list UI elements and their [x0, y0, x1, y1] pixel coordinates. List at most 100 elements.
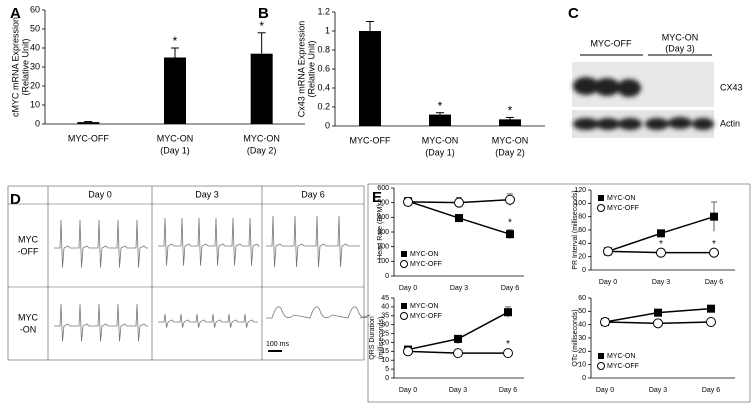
x-tick-label: (Day 2) — [495, 147, 525, 157]
y-tick-label: 45 — [381, 295, 389, 302]
x-tick-label: Day 0 — [599, 279, 617, 286]
bar — [429, 114, 451, 126]
y-tick-label: 10 — [381, 357, 389, 364]
marker — [504, 308, 512, 317]
row-header: MYC — [18, 234, 39, 244]
legend-label: MYC-OFF — [607, 363, 639, 370]
legend-marker — [401, 303, 407, 309]
significance-mark: * — [712, 239, 716, 250]
marker — [654, 308, 662, 317]
y-tick-label: 1.2 — [317, 6, 330, 16]
y-tick-label: 500 — [377, 200, 389, 207]
ecg-trace — [158, 313, 258, 328]
marker — [706, 317, 716, 327]
legend-marker — [597, 362, 605, 370]
legend-label: MYC-ON — [607, 353, 635, 360]
y-tick-label: 40 — [381, 304, 389, 311]
marker — [653, 318, 663, 329]
bar — [77, 122, 100, 124]
y-tick-label: 0.2 — [317, 101, 330, 111]
y-tick-label: 0 — [35, 118, 40, 128]
y-axis-title: (milliseconds) — [378, 317, 385, 360]
y-tick-label: 20 — [578, 254, 586, 261]
y-tick-label: 0.4 — [317, 82, 330, 92]
panel-label: B — [258, 5, 269, 22]
marker — [710, 212, 718, 221]
marker — [709, 247, 719, 258]
x-tick-label: Day 3 — [449, 387, 467, 394]
significance-mark: * — [659, 239, 663, 250]
legend-marker — [598, 353, 604, 359]
legend-label: MYC-ON — [607, 195, 635, 202]
bar — [499, 119, 521, 126]
y-tick-label: 40 — [30, 42, 40, 52]
x-tick-label: Day 6 — [499, 387, 517, 394]
significance-mark: * — [456, 339, 460, 350]
x-tick-label: (Day 2) — [247, 145, 277, 155]
scale-bar-label: 100 ms — [266, 341, 289, 348]
y-tick-label: 0.8 — [317, 44, 330, 54]
y-axis-title: cMYC mRNA Expression — [10, 17, 20, 117]
y-tick-label: 25 — [381, 330, 389, 337]
y-tick-label: 60 — [30, 4, 40, 14]
column-header: Day 6 — [301, 189, 325, 199]
y-tick-label: 0 — [325, 120, 330, 130]
legend-marker — [401, 251, 407, 257]
y-tick-label: 0 — [582, 375, 586, 382]
y-tick-label: 120 — [574, 187, 586, 194]
y-tick-label: 100 — [377, 258, 389, 265]
y-axis-title: Cx43 mRNA Expression — [296, 21, 306, 118]
marker — [603, 246, 613, 257]
ecg-table — [7, 185, 371, 361]
legend-label: MYC-ON — [410, 251, 438, 258]
marker — [453, 348, 463, 359]
y-axis-title: (Relative Unit) — [20, 38, 30, 95]
x-tick-label: Day 0 — [399, 387, 417, 394]
band-label: Actin — [720, 118, 740, 128]
ecg-trace — [266, 306, 371, 319]
y-tick-label: 30 — [381, 322, 389, 329]
y-tick-label: 300 — [377, 229, 389, 236]
y-tick-label: 20 — [578, 348, 586, 355]
x-tick-label: MYC-ON — [492, 135, 529, 145]
y-tick-label: 600 — [377, 185, 389, 192]
x-tick-label: Day 0 — [596, 387, 614, 394]
row-header: MYC — [18, 312, 39, 322]
marker — [503, 348, 513, 359]
significance-mark: * — [508, 217, 512, 228]
y-tick-label: 200 — [377, 244, 389, 251]
y-tick-label: 0 — [385, 375, 389, 382]
x-tick-label: MYC-OFF — [350, 135, 391, 145]
marker — [505, 194, 515, 205]
y-tick-label: 0.6 — [317, 63, 330, 73]
row-header: -ON — [20, 324, 37, 334]
y-tick-label: 30 — [578, 335, 586, 342]
column-header: Day 0 — [88, 189, 112, 199]
x-tick-label: Day 6 — [501, 285, 519, 292]
y-axis-title: Heart Rate (BPM) — [377, 204, 384, 260]
y-tick-label: 10 — [578, 362, 586, 369]
significance-mark: * — [709, 307, 713, 318]
row-header: -OFF — [18, 246, 39, 256]
marker — [454, 334, 462, 343]
panel-label: C — [568, 5, 579, 22]
panel-label: A — [10, 5, 21, 22]
marker — [403, 346, 413, 357]
y-tick-label: 20 — [381, 339, 389, 346]
bar — [164, 57, 186, 124]
lane-label: MYC-OFF — [591, 38, 632, 48]
y-tick-label: 0 — [385, 273, 389, 280]
legend-label: MYC-OFF — [410, 261, 442, 268]
y-tick-label: 35 — [381, 313, 389, 320]
western-blot: MYC-OFF MYC-ON (Day 3) CX43 Actin — [572, 32, 743, 138]
y-tick-label: 400 — [377, 214, 389, 221]
y-axis-title: QRS Duration — [369, 316, 376, 360]
y-tick-label: 0 — [582, 267, 586, 274]
y-tick-label: 20 — [30, 80, 40, 90]
significance-mark: * — [508, 104, 513, 118]
significance-mark: * — [173, 34, 178, 48]
y-tick-label: 60 — [578, 227, 586, 234]
lane-label: (Day 3) — [665, 43, 695, 53]
